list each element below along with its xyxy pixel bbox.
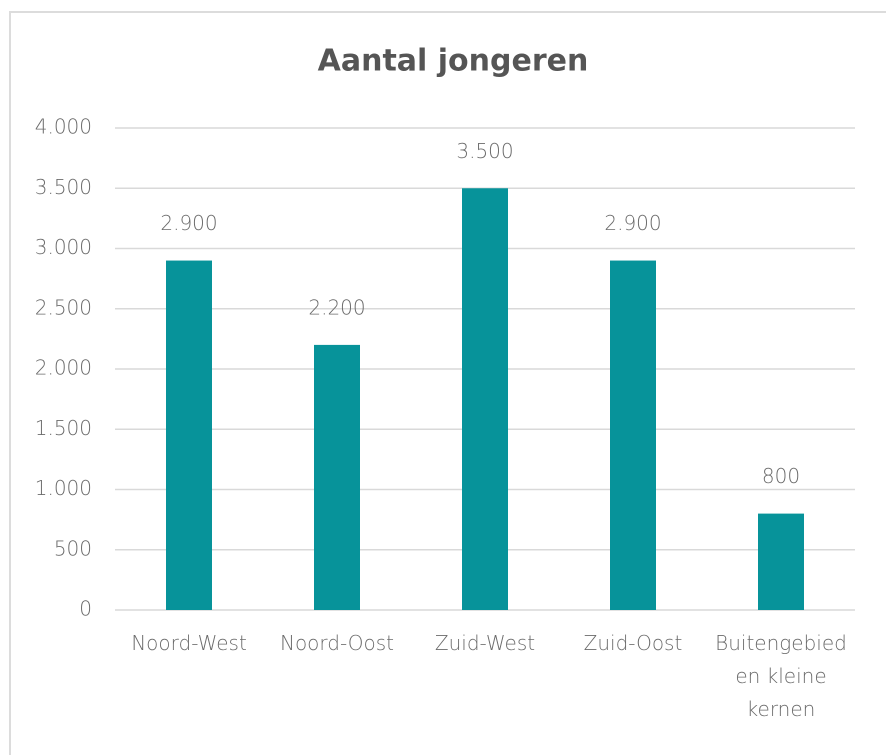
x-tick-label: Zuid-Oost <box>584 631 683 655</box>
bar <box>758 513 804 610</box>
value-label: 2.900 <box>160 211 217 235</box>
y-tick-label: 500 <box>54 536 92 560</box>
y-tick-label: 1.000 <box>35 476 92 500</box>
value-label: 800 <box>762 464 800 488</box>
bar <box>462 188 508 610</box>
y-tick-label: 3.500 <box>35 175 92 199</box>
x-tick-label: Zuid-West <box>435 631 535 655</box>
x-tick-label: Noord-Oost <box>280 631 394 655</box>
y-tick-label: 2.000 <box>35 356 92 380</box>
y-tick-label: 0 <box>79 597 92 621</box>
value-label: 2.200 <box>308 295 365 319</box>
y-tick-label: 2.500 <box>35 295 92 319</box>
value-label: 3.500 <box>456 139 513 163</box>
y-tick-label: 3.000 <box>35 235 92 259</box>
value-label: 2.900 <box>604 211 661 235</box>
bar <box>166 260 212 610</box>
y-tick-label: 1.500 <box>35 416 92 440</box>
chart-frame <box>9 11 886 755</box>
bar <box>610 260 656 610</box>
x-tick-label: Noord-West <box>131 631 247 655</box>
y-tick-label: 4.000 <box>35 115 92 139</box>
chart-title: Aantal jongeren <box>318 44 589 79</box>
bar <box>314 344 360 610</box>
x-tick-label: Buitengebied en kleine kernen <box>715 631 847 721</box>
